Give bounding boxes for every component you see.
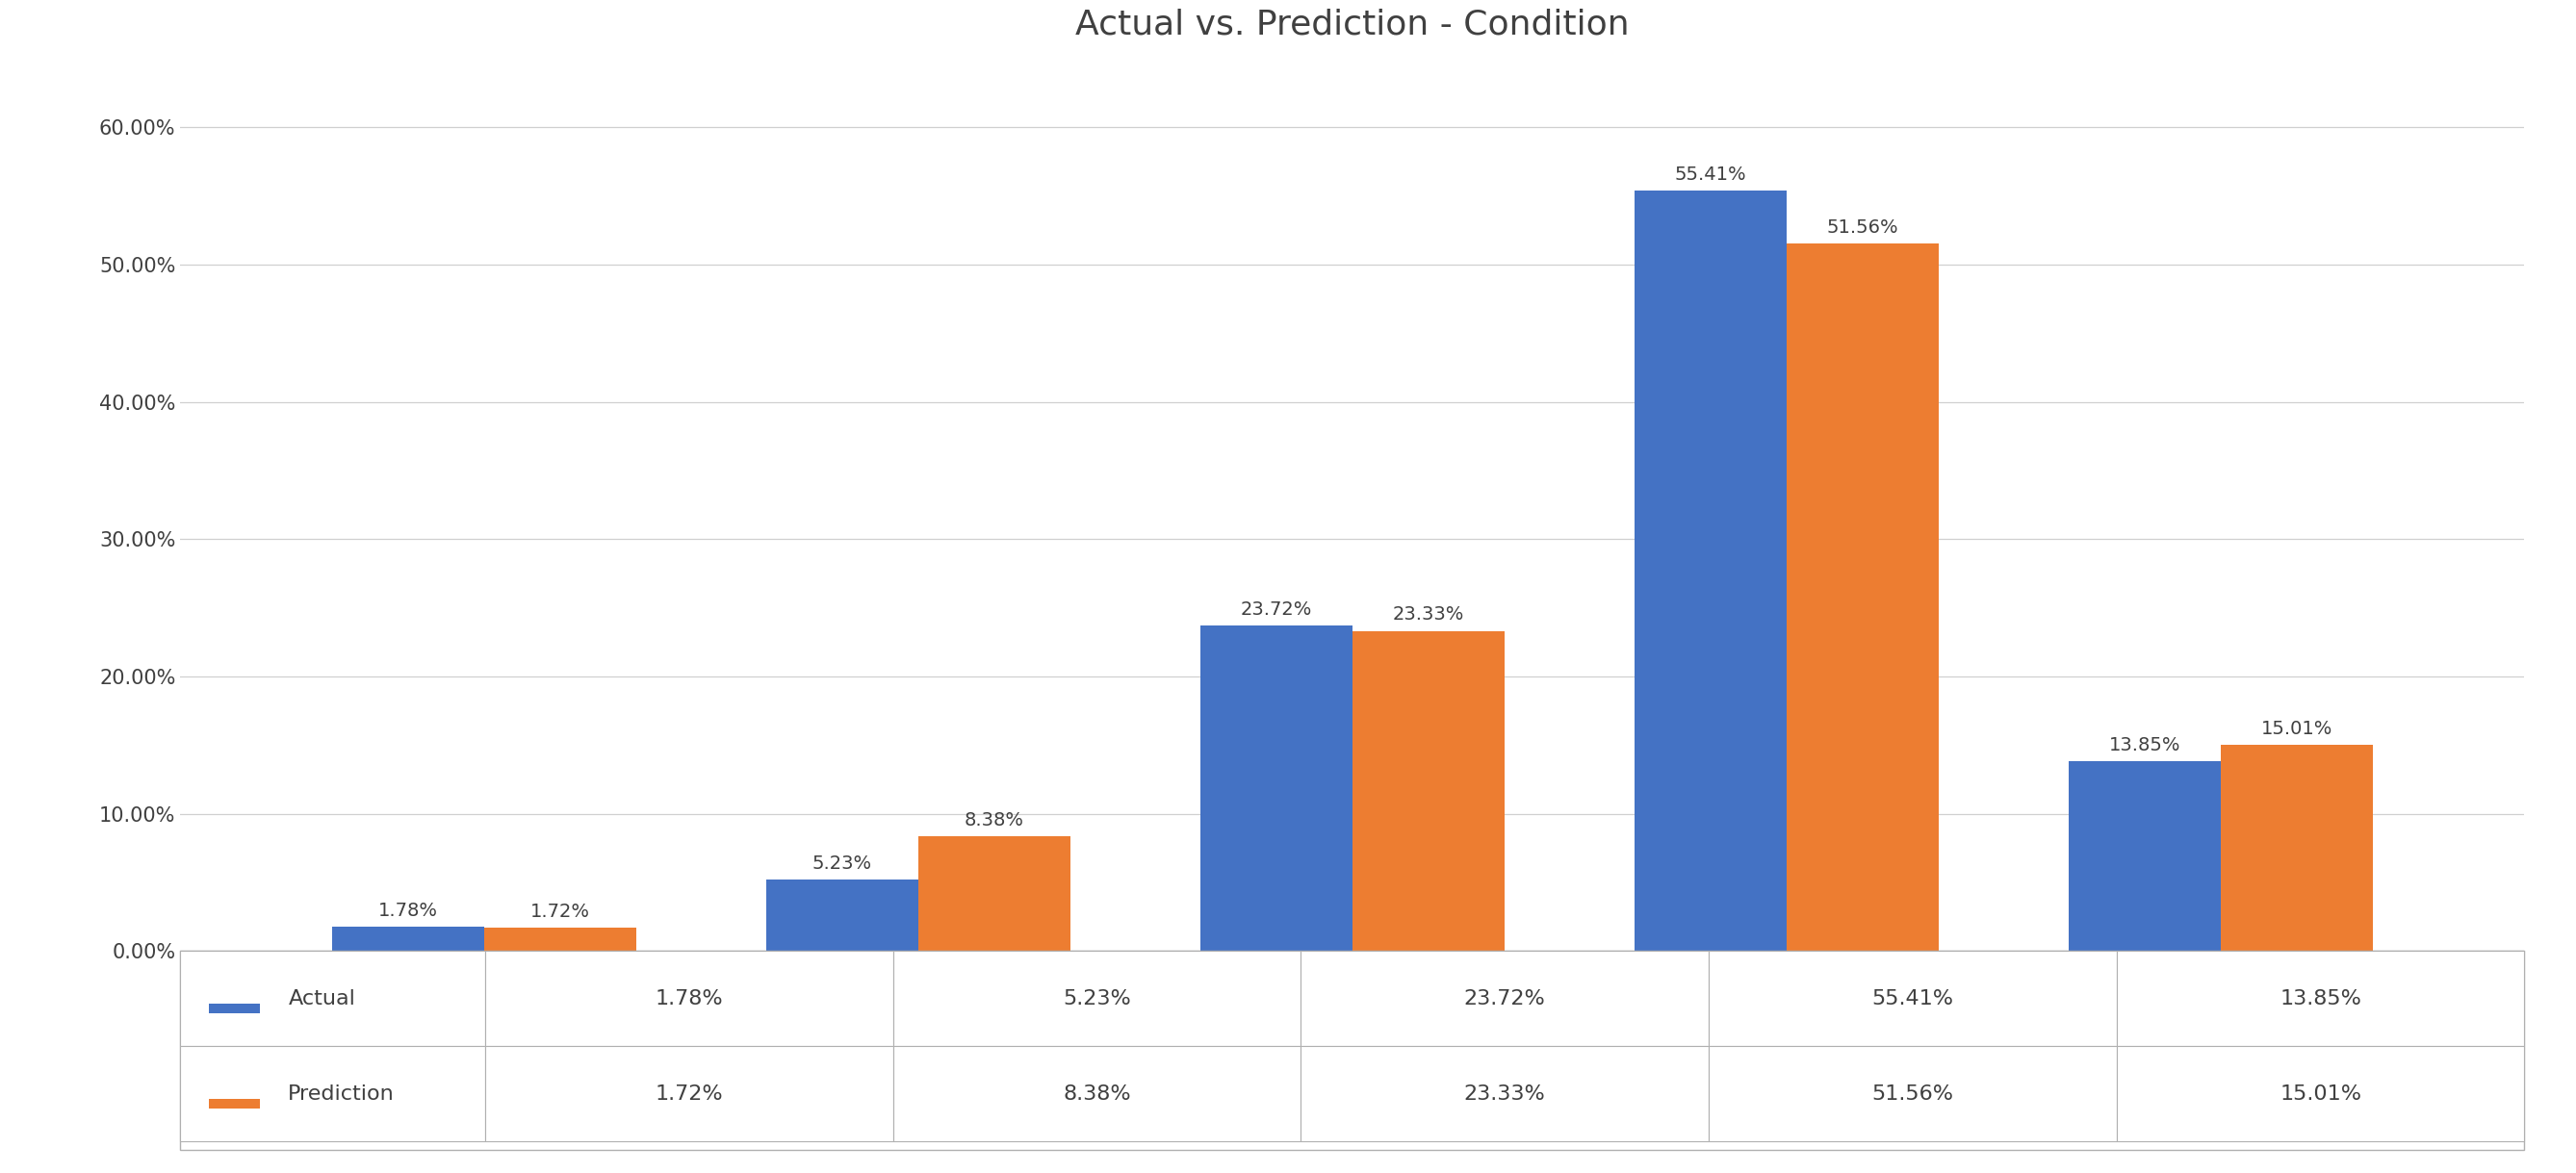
FancyBboxPatch shape <box>894 1046 1301 1141</box>
Bar <box>1200 625 1352 951</box>
Text: Prediction: Prediction <box>289 1084 394 1104</box>
Text: Actual: Actual <box>289 989 355 1009</box>
Text: 23.33%: 23.33% <box>1394 605 1463 624</box>
FancyBboxPatch shape <box>180 951 484 1046</box>
Bar <box>1352 631 1504 951</box>
FancyBboxPatch shape <box>894 951 1301 1046</box>
Text: 1.78%: 1.78% <box>379 902 438 920</box>
Text: 1.78%: 1.78% <box>654 989 724 1009</box>
Text: 55.41%: 55.41% <box>1674 165 1747 183</box>
FancyBboxPatch shape <box>484 951 894 1046</box>
Text: 51.56%: 51.56% <box>1873 1084 1953 1104</box>
Text: 8.38%: 8.38% <box>963 811 1025 829</box>
Text: 51.56%: 51.56% <box>1826 218 1899 236</box>
FancyBboxPatch shape <box>209 1003 260 1013</box>
Text: 23.72%: 23.72% <box>1463 989 1546 1009</box>
Text: 5.23%: 5.23% <box>1064 989 1131 1009</box>
FancyBboxPatch shape <box>1301 1046 1708 1141</box>
FancyBboxPatch shape <box>2117 951 2524 1046</box>
Bar <box>484 928 636 951</box>
Bar <box>2221 745 2372 951</box>
Text: 23.33%: 23.33% <box>1463 1084 1546 1104</box>
FancyBboxPatch shape <box>1708 1046 2117 1141</box>
FancyBboxPatch shape <box>484 1046 894 1141</box>
Bar <box>332 927 484 951</box>
FancyBboxPatch shape <box>1301 951 1708 1046</box>
FancyBboxPatch shape <box>1708 951 2117 1046</box>
Title: Actual vs. Prediction - Condition: Actual vs. Prediction - Condition <box>1074 8 1631 41</box>
Text: 13.85%: 13.85% <box>2280 989 2362 1009</box>
Bar <box>1788 243 1937 951</box>
Text: 55.41%: 55.41% <box>1873 989 1953 1009</box>
Bar <box>2069 761 2221 951</box>
FancyBboxPatch shape <box>2117 1046 2524 1141</box>
Text: 1.72%: 1.72% <box>531 902 590 921</box>
Text: 1.72%: 1.72% <box>654 1084 724 1104</box>
Bar <box>1636 190 1788 951</box>
Text: 8.38%: 8.38% <box>1064 1084 1131 1104</box>
Text: 15.01%: 15.01% <box>2280 1084 2362 1104</box>
FancyBboxPatch shape <box>209 1099 260 1108</box>
Bar <box>917 836 1069 951</box>
Bar <box>768 880 917 951</box>
Text: 13.85%: 13.85% <box>2110 735 2179 754</box>
Text: 15.01%: 15.01% <box>2262 720 2331 738</box>
Text: 5.23%: 5.23% <box>811 854 873 873</box>
FancyBboxPatch shape <box>180 1046 484 1141</box>
Text: 23.72%: 23.72% <box>1242 601 1311 618</box>
